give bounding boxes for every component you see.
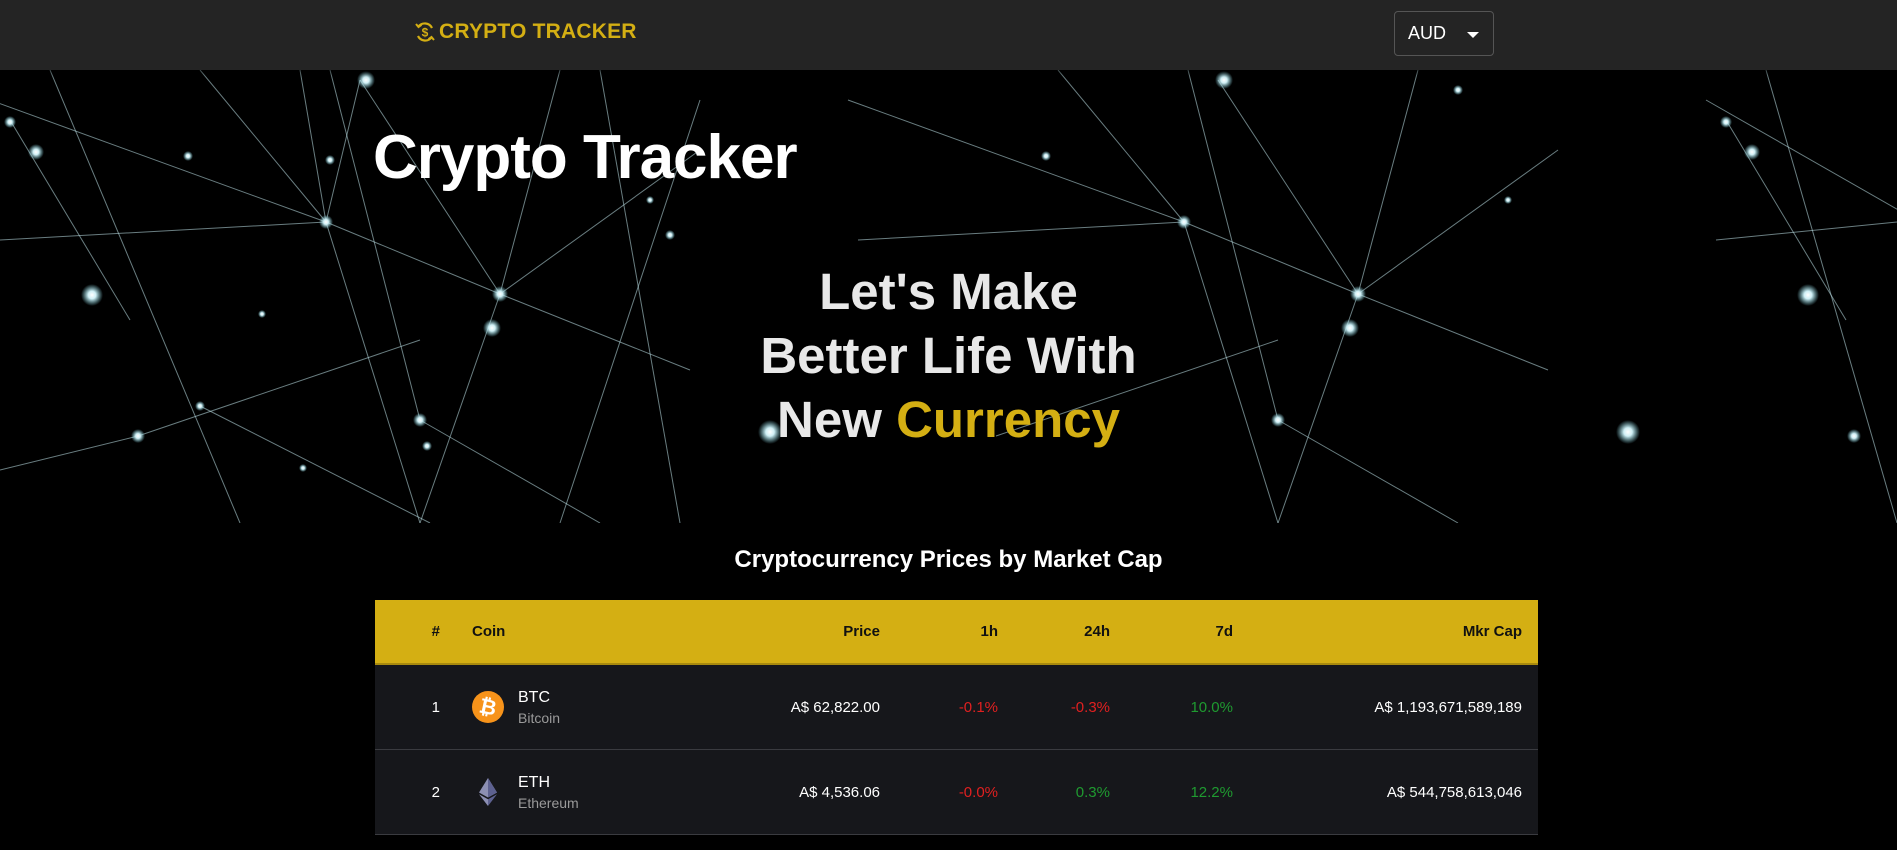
hero-title: Crypto Tracker bbox=[373, 123, 798, 192]
dollar-cycle-icon: $ bbox=[415, 22, 435, 42]
hero-tagline: Let's Make Better Life With New Currency bbox=[0, 260, 1897, 452]
row-price: A$ 4,536.06 bbox=[799, 783, 880, 801]
table-header: # Coin Price 1h 24h 7d Mkr Cap bbox=[375, 600, 1538, 665]
table-row[interactable]: 1 ₿ BTC Bitcoin A$ 62,822.00 -0.1% -0.3%… bbox=[375, 665, 1538, 750]
header-7d[interactable]: 7d bbox=[1215, 623, 1233, 640]
tagline-line-2: Better Life With bbox=[760, 327, 1137, 384]
coin-name: Ethereum bbox=[518, 794, 579, 811]
row-coin: ETH Ethereum bbox=[472, 750, 579, 834]
currency-select[interactable]: AUD bbox=[1394, 11, 1494, 56]
coin-symbol: ETH bbox=[518, 773, 550, 791]
row-price: A$ 62,822.00 bbox=[790, 698, 880, 716]
row-coin: ₿ BTC Bitcoin bbox=[472, 665, 560, 749]
coins-table: # Coin Price 1h 24h 7d Mkr Cap 1 ₿ BTC B… bbox=[375, 600, 1538, 835]
table-title: Cryptocurrency Prices by Market Cap bbox=[734, 546, 1163, 573]
header-24h[interactable]: 24h bbox=[1084, 623, 1110, 640]
coin-symbol: BTC bbox=[518, 688, 550, 706]
currency-value: AUD bbox=[1408, 23, 1447, 43]
network-background-image bbox=[0, 70, 1897, 523]
header-coin[interactable]: Coin bbox=[472, 623, 506, 640]
tagline-new: New bbox=[777, 391, 897, 448]
row-change-1h: -0.0% bbox=[958, 783, 998, 801]
row-rank: 1 bbox=[431, 698, 440, 716]
coin-name: Bitcoin bbox=[518, 709, 561, 726]
header-1h[interactable]: 1h bbox=[980, 623, 998, 640]
row-rank: 2 bbox=[431, 783, 440, 801]
row-change-7d: 10.0% bbox=[1190, 698, 1233, 716]
tagline-currency: Currency bbox=[896, 391, 1120, 448]
row-change-24h: -0.3% bbox=[1070, 698, 1110, 716]
hero-banner: Crypto Tracker Let's Make Better Life Wi… bbox=[0, 70, 1897, 523]
caret-down-icon bbox=[1467, 32, 1479, 38]
row-market-cap: A$ 1,193,671,589,189 bbox=[1374, 698, 1522, 716]
tagline-line-3: New Currency bbox=[0, 388, 1897, 452]
table-row[interactable]: 2 ETH Ethereum A$ 4,536.06 -0.0% 0.3% 12… bbox=[375, 750, 1538, 835]
header-market-cap[interactable]: Mkr Cap bbox=[1462, 623, 1522, 640]
navbar: $ CRYPTO TRACKER AUD bbox=[0, 0, 1897, 70]
row-change-24h: 0.3% bbox=[1075, 783, 1110, 801]
row-change-7d: 12.2% bbox=[1190, 783, 1233, 801]
ethereum-icon bbox=[479, 778, 497, 806]
tagline-line-1: Let's Make bbox=[819, 263, 1078, 320]
svg-text:₿: ₿ bbox=[477, 694, 499, 720]
row-market-cap: A$ 544,758,613,046 bbox=[1386, 783, 1522, 801]
svg-text:$: $ bbox=[422, 26, 429, 40]
header-price[interactable]: Price bbox=[843, 623, 880, 640]
brand-logo[interactable]: $ CRYPTO TRACKER bbox=[413, 20, 637, 44]
header-rank[interactable]: # bbox=[431, 623, 440, 640]
bitcoin-icon: ₿ bbox=[472, 691, 504, 723]
brand-text: CRYPTO TRACKER bbox=[439, 20, 637, 43]
row-change-1h: -0.1% bbox=[958, 698, 998, 716]
